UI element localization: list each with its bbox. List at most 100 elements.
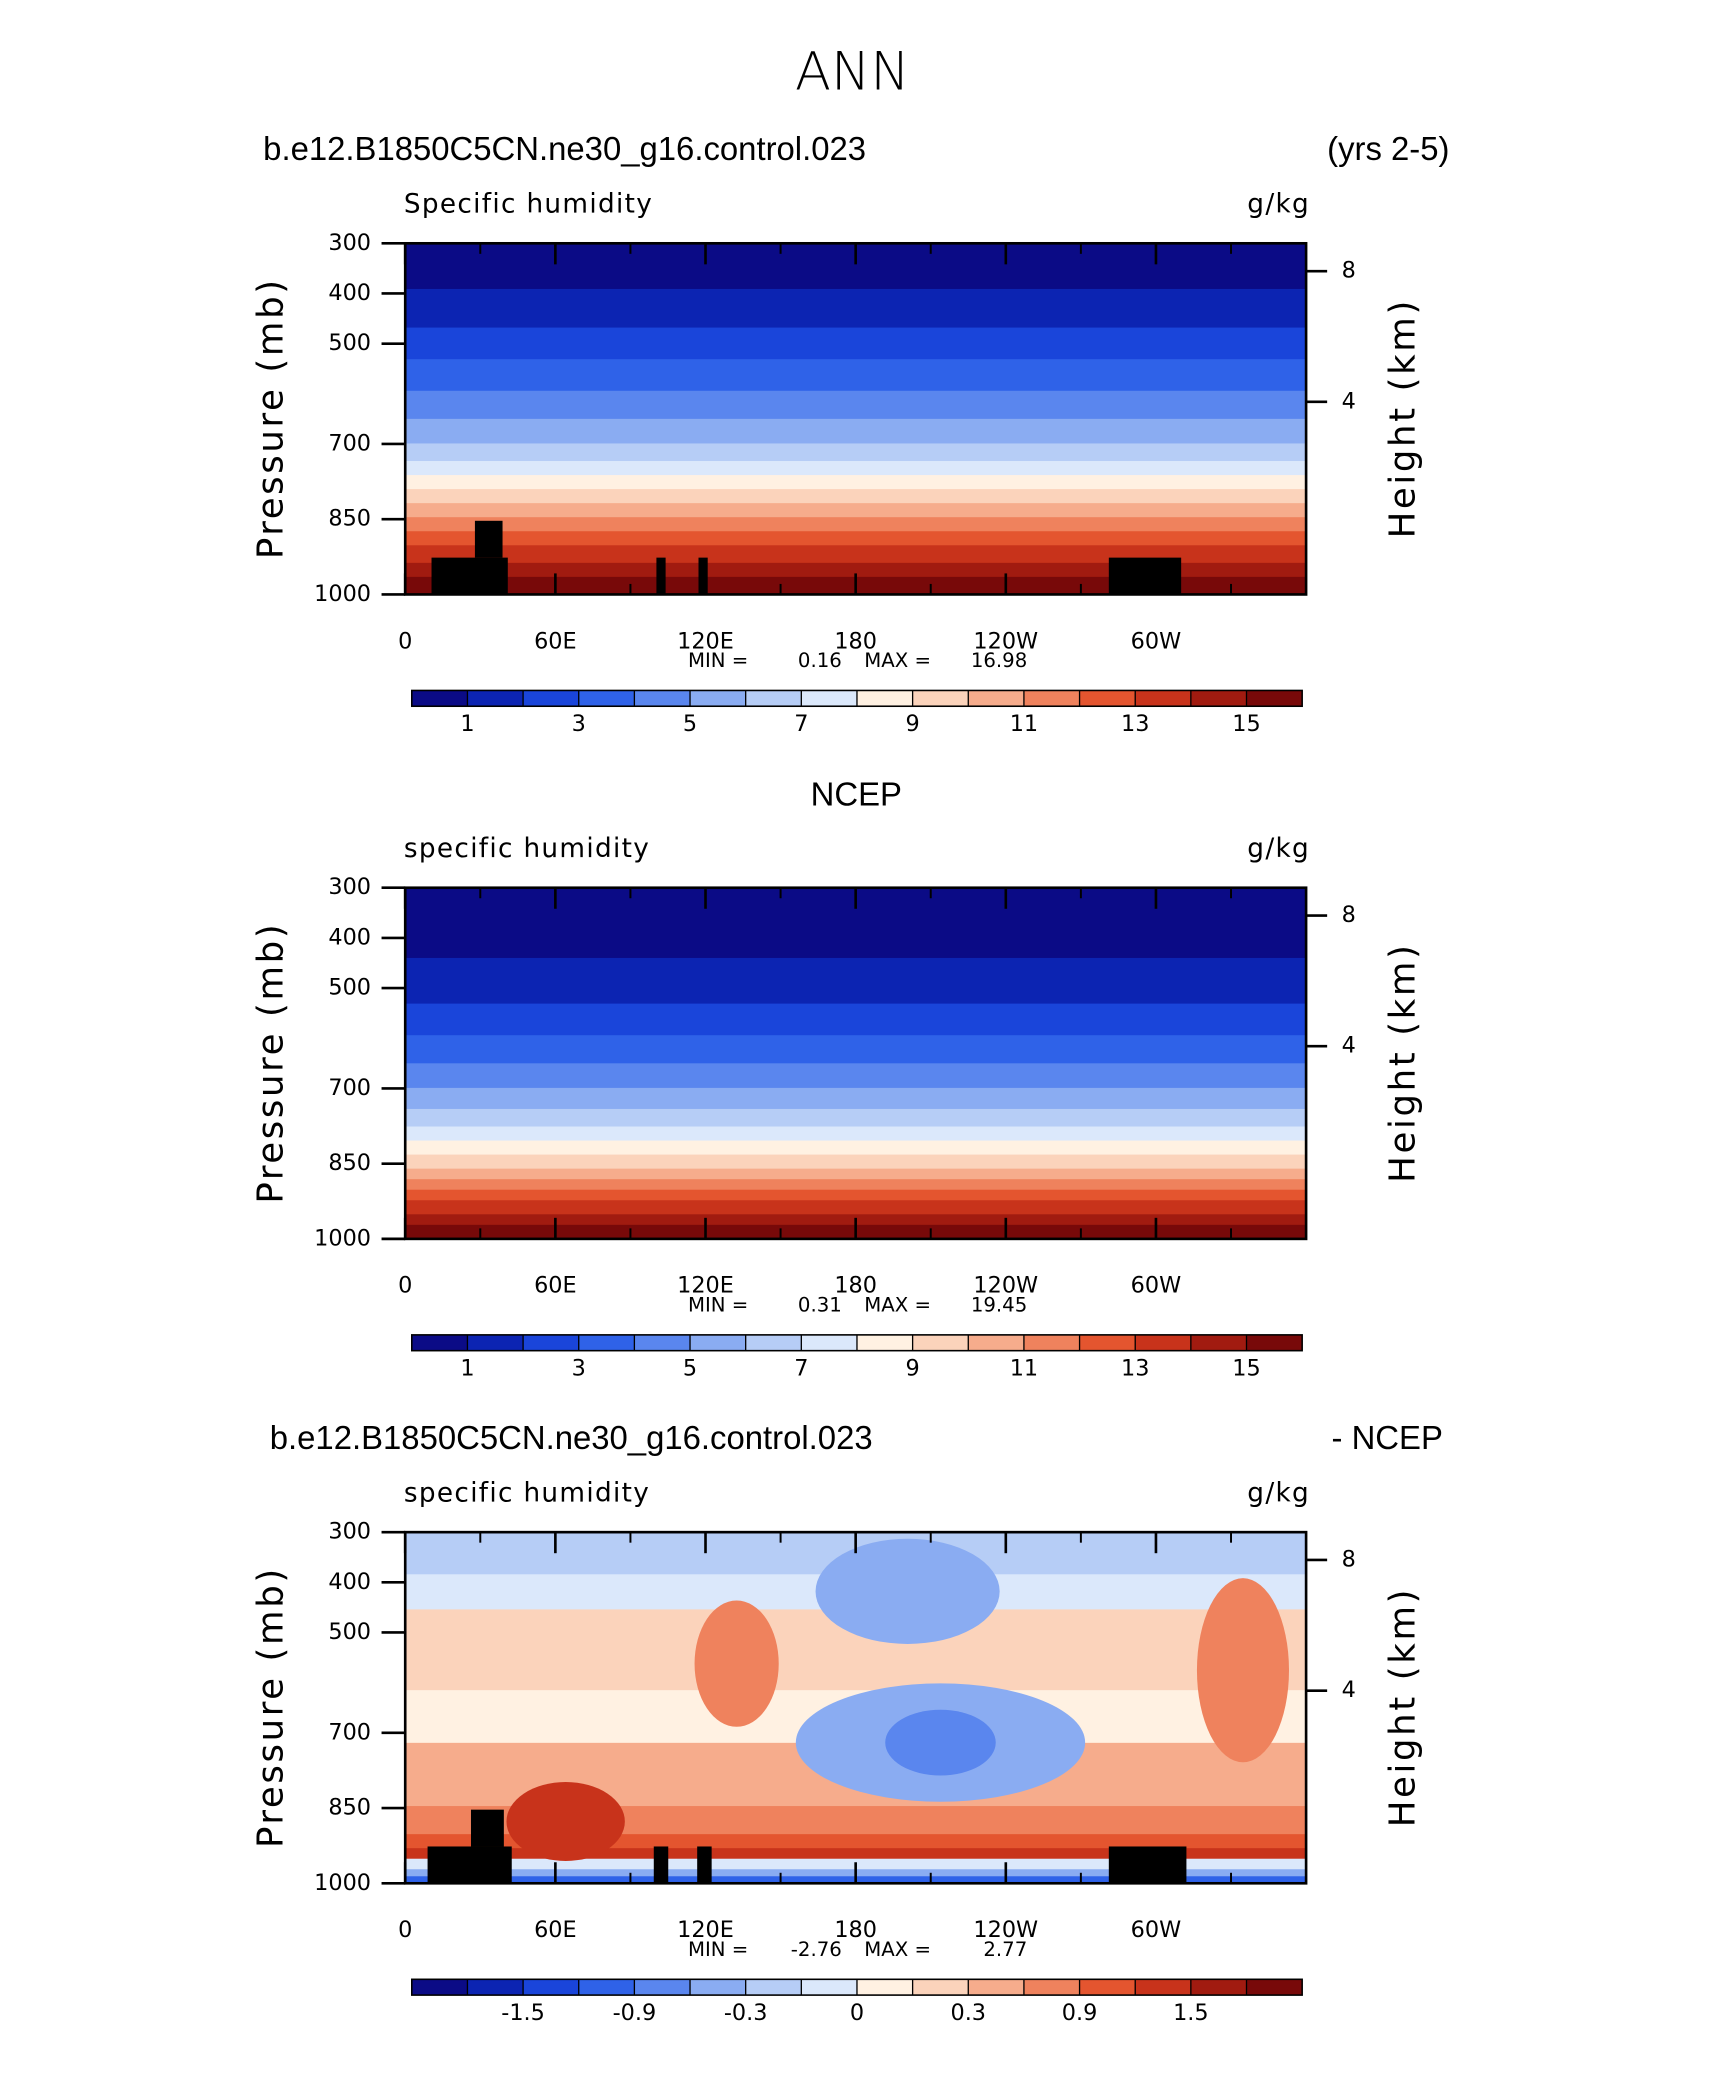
max-value: 19.45 (971, 1293, 1027, 1316)
colorbar-box (1079, 1979, 1136, 1996)
colorbar-box (1135, 1979, 1192, 1996)
min-value: 0.31 (798, 1293, 842, 1316)
contour-field (405, 887, 1307, 1239)
panel-title-right: (yrs 2-5) (1327, 130, 1449, 167)
colorbar-label: -0.9 (613, 2000, 657, 2026)
colorbar-label: 13 (1121, 1356, 1149, 1382)
y-tick-label: 300 (328, 874, 371, 900)
colorbar-box (912, 1334, 969, 1351)
colorbar-box (801, 690, 858, 707)
contour-band (405, 390, 1307, 420)
colorbar-label: 9 (906, 711, 920, 737)
max-label: MAX = (864, 1938, 931, 1961)
panel-title: b.e12.B1850C5CN.ne30_g16.control.023 (263, 130, 866, 167)
x-tick-label: 120E (677, 628, 734, 654)
min-label: MIN = (688, 1938, 748, 1961)
x-tick-label: 0 (398, 1917, 412, 1943)
colorbar-box (968, 690, 1025, 707)
colorbar-label: 13 (1121, 711, 1149, 737)
colorbar-box (523, 1979, 580, 1996)
panel-title: NCEP (811, 776, 902, 813)
contour-band (405, 1168, 1307, 1180)
x-tick-label: 120W (973, 1273, 1038, 1299)
colorbar-box (411, 1979, 468, 1996)
colorbar-box (411, 690, 468, 707)
y-tick-label: 500 (328, 330, 371, 356)
min-value: 0.16 (798, 649, 842, 672)
contour-band (405, 443, 1307, 462)
min-label: MIN = (688, 649, 748, 672)
y-tick-label: 850 (328, 506, 371, 532)
colorbar-box (578, 1979, 635, 1996)
y2-axis-label: Height (km) (1383, 942, 1424, 1182)
y2-tick-label: 4 (1342, 1033, 1356, 1059)
units: g/kg (1247, 834, 1310, 864)
topography (431, 557, 508, 595)
topography (427, 1846, 512, 1884)
y2-tick-label: 8 (1342, 1546, 1356, 1572)
y2-tick-label: 4 (1342, 388, 1356, 414)
colorbar-label: 9 (906, 1356, 920, 1382)
y-tick-label: 500 (328, 1619, 371, 1645)
contour-band (405, 1003, 1307, 1036)
panel-title-right: - NCEP (1331, 1419, 1442, 1456)
colorbar-label: 5 (683, 1356, 697, 1382)
colorbar-box (1023, 1334, 1080, 1351)
subtitle: specific humidity (404, 1479, 650, 1509)
colorbar-box (856, 1979, 914, 1996)
x-tick-label: 60W (1131, 1273, 1182, 1299)
colorbar-box (690, 1334, 747, 1351)
colorbar-box (1135, 690, 1192, 707)
contour-field (405, 243, 1307, 595)
y-tick-label: 1000 (314, 1225, 371, 1251)
y-axis-label: Pressure (mb) (250, 1566, 291, 1848)
x-tick-label: 60W (1131, 628, 1182, 654)
panel-title: b.e12.B1850C5CN.ne30_g16.control.023 (270, 1419, 873, 1456)
x-tick-label: 60W (1131, 1917, 1182, 1943)
colorbar-box (1023, 1979, 1080, 1996)
colorbar-box (912, 1979, 969, 1996)
y-tick-label: 700 (328, 1719, 371, 1745)
colorbar-label: -0.3 (724, 2000, 768, 2026)
max-label: MAX = (864, 1293, 931, 1316)
colorbar-box (634, 690, 691, 707)
contour-band (405, 1848, 1307, 1860)
contour-band (405, 418, 1307, 445)
topography (698, 557, 708, 595)
colorbar-box (745, 1334, 802, 1351)
topography (653, 1846, 669, 1884)
subtitle: Specific humidity (404, 190, 653, 220)
min-value: -2.76 (791, 1938, 842, 1961)
contour-field (405, 1532, 1307, 1884)
colorbar-box (801, 1334, 858, 1351)
y-tick-label: 400 (328, 280, 371, 306)
y-tick-label: 300 (328, 1519, 371, 1545)
colorbar-label: 11 (1010, 711, 1038, 737)
topography (656, 557, 666, 595)
colorbar-box (1079, 690, 1136, 707)
contour-band (405, 957, 1307, 1005)
colorbar-box (634, 1979, 691, 1996)
y-tick-label: 850 (328, 1150, 371, 1176)
colorbar-label: 3 (572, 711, 586, 737)
colorbar-box (467, 1979, 524, 1996)
colorbar-box (1135, 1334, 1192, 1351)
contour-band (405, 1140, 1307, 1156)
colorbar-label: 11 (1010, 1356, 1038, 1382)
min-label: MIN = (688, 1293, 748, 1316)
topography (1108, 557, 1182, 595)
colorbar-box (634, 1334, 691, 1351)
y-tick-label: 1000 (314, 581, 371, 607)
y-tick-label: 1000 (314, 1870, 371, 1896)
colorbar-label: 7 (794, 711, 808, 737)
colorbar-box (1246, 690, 1303, 707)
max-value: 2.77 (983, 1938, 1027, 1961)
colorbar-box (1190, 1334, 1247, 1351)
y-tick-label: 400 (328, 1569, 371, 1595)
colorbar-label: 1.5 (1173, 2000, 1209, 2026)
x-tick-label: 60E (534, 628, 577, 654)
contour-band (405, 461, 1307, 476)
contour-blob (506, 1782, 625, 1861)
colorbar-box (690, 1979, 747, 1996)
